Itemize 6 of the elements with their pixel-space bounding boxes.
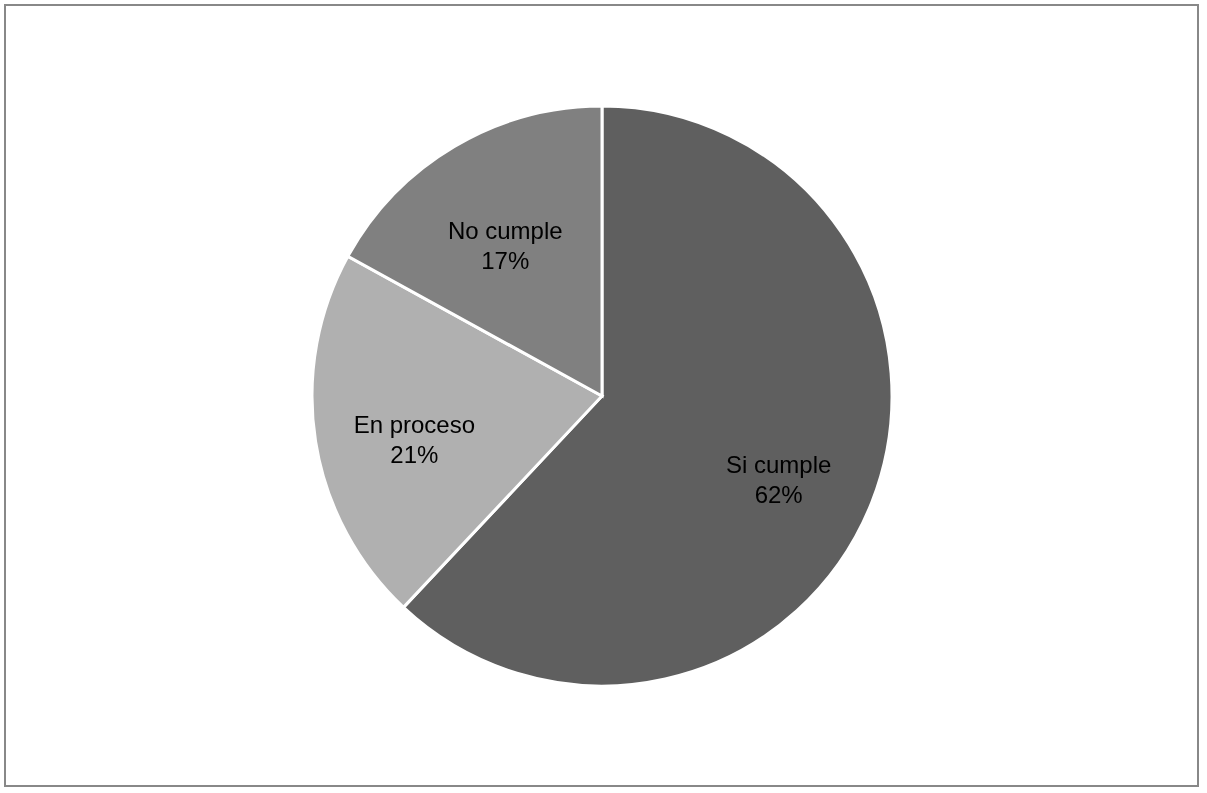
slice-label: En proceso	[353, 410, 475, 438]
data-label: 21%	[389, 440, 438, 468]
slice-label: No cumple	[447, 216, 563, 244]
slice-label: Si cumple	[725, 450, 831, 478]
data-label: 62%	[754, 480, 803, 508]
data-label: 17%	[480, 246, 529, 274]
